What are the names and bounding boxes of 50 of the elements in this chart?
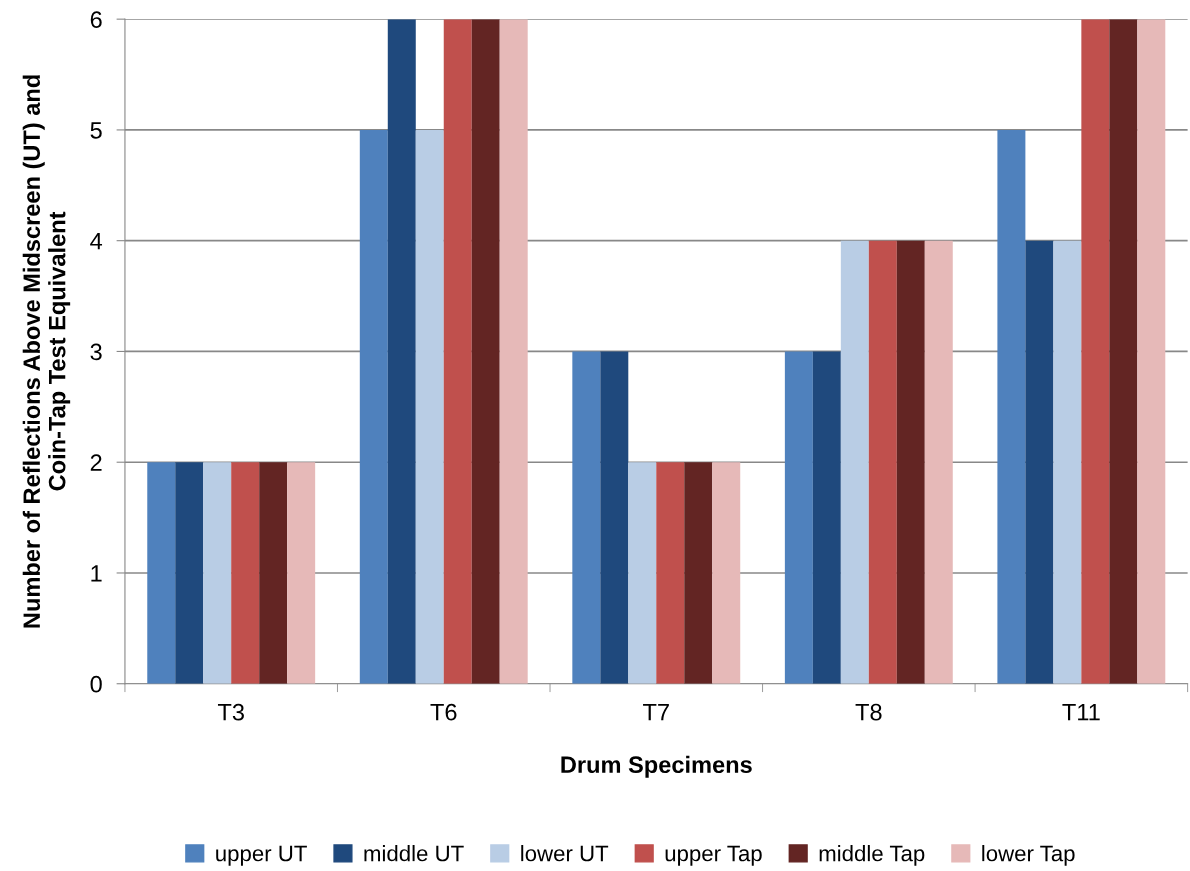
x-tick-label: T3 bbox=[217, 703, 244, 721]
x-tick-label: T6 bbox=[430, 703, 457, 721]
bar bbox=[175, 462, 204, 684]
y-tick-label: 1 bbox=[91, 565, 102, 582]
bar bbox=[840, 240, 869, 684]
y-tick-label: 4 bbox=[90, 233, 103, 250]
bar bbox=[628, 462, 657, 684]
bar bbox=[997, 129, 1026, 684]
y-tick-label: 2 bbox=[90, 454, 102, 471]
legend-label: lower UT bbox=[521, 845, 609, 862]
x-tick-label: T7 bbox=[643, 704, 669, 721]
bar bbox=[471, 19, 500, 684]
legend-label: upper UT bbox=[216, 845, 307, 866]
bar bbox=[656, 462, 685, 684]
bar bbox=[1053, 240, 1082, 684]
y-tick-label: 3 bbox=[90, 343, 102, 361]
legend-label: lower Tap bbox=[982, 845, 1075, 866]
bar bbox=[784, 351, 813, 684]
bar bbox=[1025, 240, 1054, 684]
bar bbox=[359, 129, 388, 684]
bar bbox=[287, 462, 316, 684]
bar bbox=[1109, 19, 1138, 684]
legend-label: upper Tap bbox=[665, 845, 762, 866]
bar bbox=[572, 351, 601, 684]
x-tick-label: T11 bbox=[1062, 704, 1100, 721]
bar bbox=[812, 351, 841, 684]
bar bbox=[147, 462, 176, 684]
bar bbox=[684, 462, 713, 684]
x-tick-label: T8 bbox=[855, 703, 882, 721]
x-axis-title: Drum Specimens bbox=[561, 755, 752, 778]
y-tick-label: 6 bbox=[90, 11, 102, 28]
bar bbox=[600, 351, 629, 684]
legend-label: middle UT bbox=[364, 845, 464, 862]
bar bbox=[712, 462, 741, 684]
bar bbox=[924, 240, 953, 684]
bar bbox=[231, 462, 260, 684]
legend-label: middle Tap bbox=[819, 845, 925, 866]
bar bbox=[896, 240, 925, 684]
y-tick-label: 0 bbox=[90, 675, 102, 693]
bar bbox=[415, 129, 444, 684]
bar bbox=[1137, 19, 1166, 684]
bar bbox=[1081, 19, 1110, 684]
y-axis-title: Number of Reflections Above Midscreen (UT) and Coin-Tap Test Equivalent bbox=[22, 75, 71, 628]
bar bbox=[443, 19, 472, 684]
bar bbox=[203, 462, 232, 684]
bar bbox=[259, 462, 288, 684]
bar bbox=[868, 240, 897, 684]
y-tick-label: 5 bbox=[90, 122, 102, 139]
bar bbox=[499, 19, 528, 684]
bar bbox=[387, 19, 416, 684]
